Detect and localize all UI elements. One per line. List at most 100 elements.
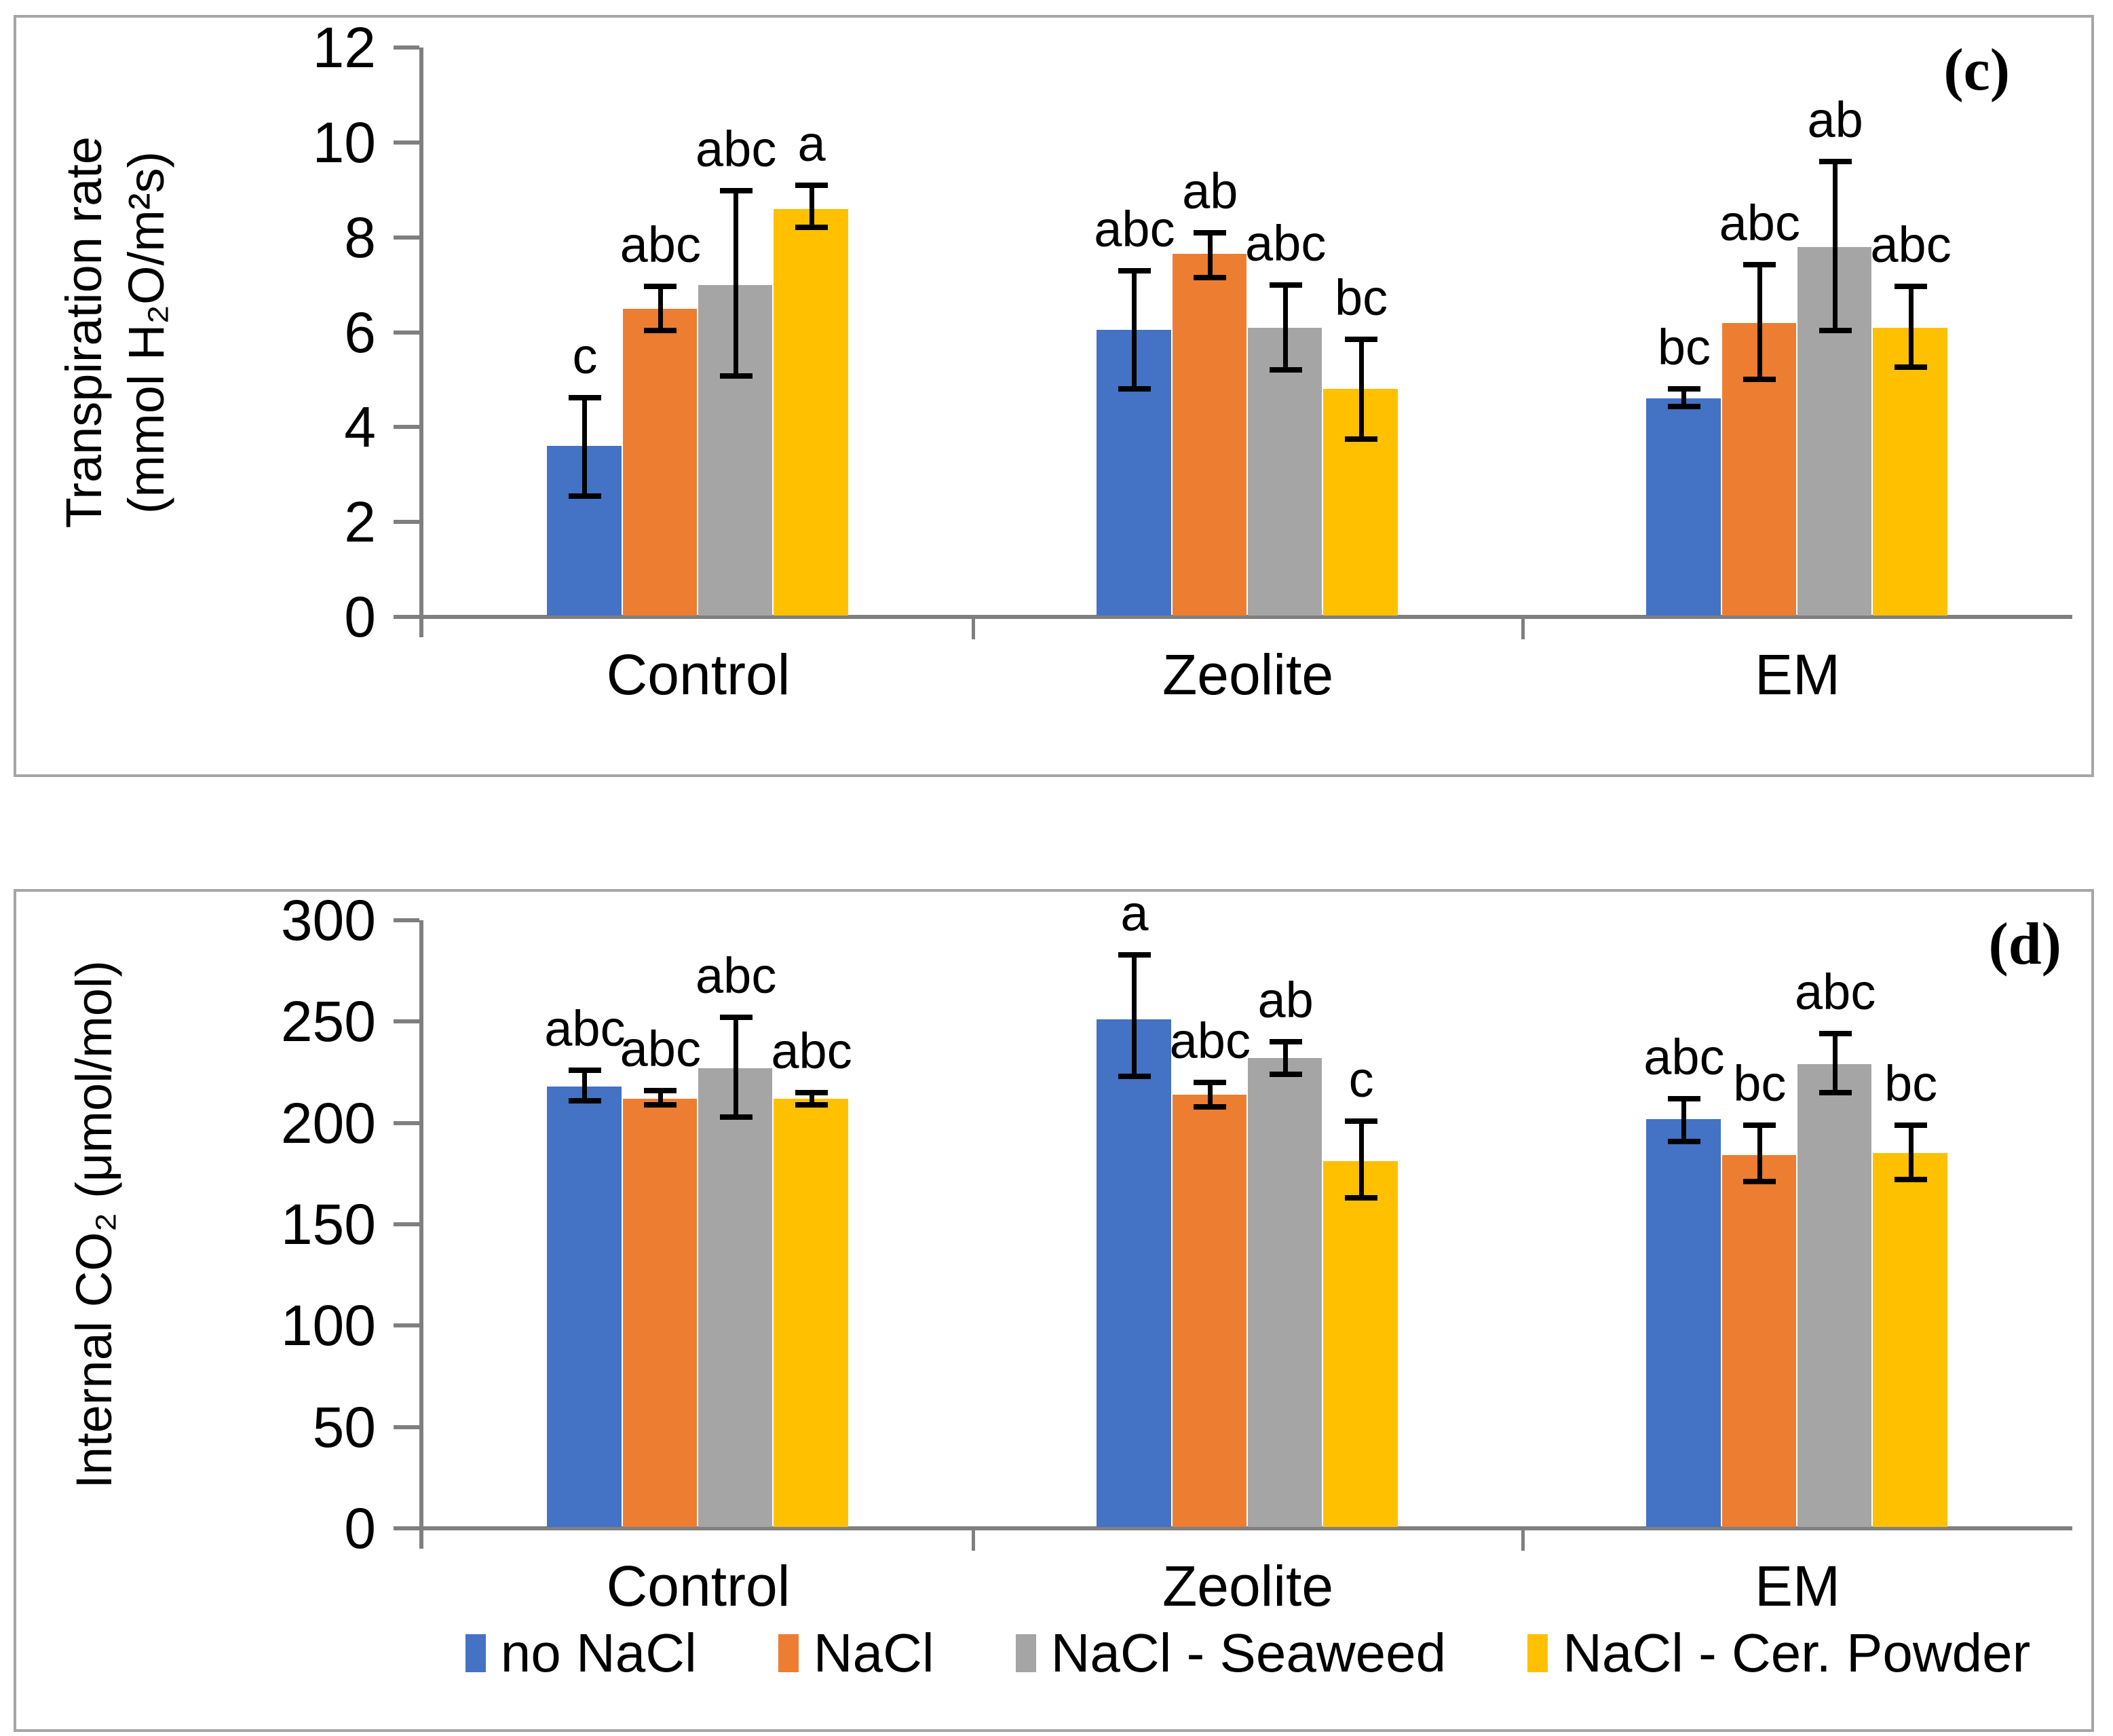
plot-area-transpiration: 0 2 4 6 8 10 12 Control Zeolite EM c abc bc abc ab abc a… [313,18,2072,705]
category-label: Control [606,643,791,706]
y-axis-tick [394,615,419,619]
bar-nacl-seaweed-zeolite [1248,1058,1322,1527]
legend-entry: NaCl - Seaweed [1015,1623,1447,1683]
error-bar-cap-top [1895,284,1928,290]
significance-letter: c [572,327,598,384]
panel-transpiration: (c) Transpiration rate (mmol H₂O/m²s) 0 2… [14,15,2094,777]
category-label: EM [1755,1554,1840,1618]
legend-marker [465,1634,486,1672]
error-bar-line [1358,1120,1364,1199]
bar-nacl-em [1721,1155,1796,1527]
significance-letter: abc [1245,214,1327,271]
error-bar-cap-top [1345,336,1378,342]
error-bar-cap-bottom [1819,328,1852,334]
error-bar-cap-top [795,1089,829,1095]
error-bar-cap-top [1118,951,1151,958]
error-bar-cap-bottom [1194,1103,1227,1110]
error-bar-cap-top [795,183,829,189]
error-bar-cap-bottom [644,1101,677,1108]
category-label: Zeolite [1162,1554,1334,1618]
bar-nacl-cer-powder-control [774,1098,848,1527]
legend-marker [1527,1634,1548,1672]
significance-letter: abc [1643,1028,1725,1085]
significance-letter: bc [1884,1055,1938,1112]
y-tick-label: 300 [280,888,376,952]
error-bar-cap-bottom [719,373,753,379]
bar-nacl-zeolite [1172,254,1246,616]
error-bar-cap-bottom [1269,367,1302,373]
significance-letter: a [1120,884,1149,941]
significance-letter: abc [620,1020,701,1077]
bar-no-nacl-zeolite [1097,1019,1171,1527]
panel-label-d: (d) [1988,911,2061,977]
category-boundary-tick [972,619,975,639]
error-bar-cap-top [644,1087,677,1093]
error-bar-cap-bottom [1667,1138,1700,1144]
significance-letter: a [797,115,826,172]
legend-marker [1015,1634,1036,1672]
y-axis-tick [394,330,419,335]
significance-letter: abc [1094,200,1175,257]
error-bar-cap-top [1118,267,1151,273]
x-axis-line [423,615,2072,619]
y-tick-label: 100 [280,1294,376,1358]
y-axis-title-line1: Internal CO₂ (μmol/mol) [66,960,122,1489]
error-bar-cap-top [1895,1122,1928,1128]
bar-nacl-seaweed-em [1797,1064,1872,1527]
bar-nacl-cer-powder-control [774,208,848,616]
legend-label: NaCl [813,1623,934,1683]
error-bar-line [658,1090,663,1105]
error-bar-cap-top [1819,158,1852,164]
error-bar-cap-top [1743,261,1776,267]
y-axis-title-transpiration: Transpiration rate (mmol H₂O/m²s) [47,48,183,617]
error-bar-line [1833,1034,1838,1093]
significance-letter: abc [696,947,777,1004]
error-bar-cap-top [1667,385,1700,392]
error-bar-cap-top [719,1015,753,1021]
y-axis-tick [394,1323,419,1328]
bar-no-nacl-em [1646,398,1721,616]
significance-letter: bc [1334,269,1388,326]
error-bar-cap-top [1819,1031,1852,1037]
error-bar-cap-bottom [1118,386,1151,392]
error-bar-cap-bottom [1743,377,1776,383]
bar-nacl-seaweed-control [698,1068,773,1527]
error-bar-line [1833,161,1838,331]
category-label: EM [1755,643,1840,706]
bar-nacl-seaweed-zeolite [1248,327,1322,616]
y-axis-line [419,48,423,637]
legend-label: NaCl - Seaweed [1050,1623,1447,1683]
category-boundary-tick [1521,1530,1525,1551]
category-boundary-tick [972,1530,975,1551]
error-bar-cap-bottom [568,493,601,499]
significance-letter: abc [771,1022,852,1079]
y-tick-label: 0 [344,1496,376,1560]
significance-letter: bc [1733,1055,1787,1112]
significance-letter: bc [1657,318,1711,375]
error-bar-cap-top [1194,1079,1227,1085]
error-bar-line [734,1017,739,1117]
panel-internal-co2: (d) Internal CO₂ (μmol/mol) 0 50 100 150 200… [14,884,2094,1732]
bar-nacl-cer-powder-em [1873,1153,1947,1527]
error-bar-line [582,1070,588,1101]
bar-no-nacl-control [547,1086,622,1527]
bar-no-nacl-em [1646,1118,1721,1527]
y-axis-tick [394,1120,419,1125]
y-axis-tick [394,235,419,240]
error-bar-line [1132,954,1137,1076]
error-bar-line [1207,232,1213,278]
error-bar-line [1681,1098,1687,1141]
error-bar-cap-top [1194,229,1227,235]
y-axis-line [419,920,423,1549]
error-bar-cap-bottom [1345,1195,1378,1201]
error-bar-cap-top [1345,1118,1378,1124]
legend: no NaCl NaCl NaCl - Seaweed NaCl - Cer. Pow… [423,1625,2072,1682]
error-bar-line [809,1092,814,1105]
error-bar-line [1358,339,1364,439]
significance-letter: abc [620,216,701,273]
error-bar-line [1283,284,1289,371]
significance-letter: ab [1257,972,1314,1029]
error-bar-line [1908,1125,1914,1180]
error-bar-line [1757,1125,1762,1182]
error-bar-cap-bottom [1743,1179,1776,1185]
